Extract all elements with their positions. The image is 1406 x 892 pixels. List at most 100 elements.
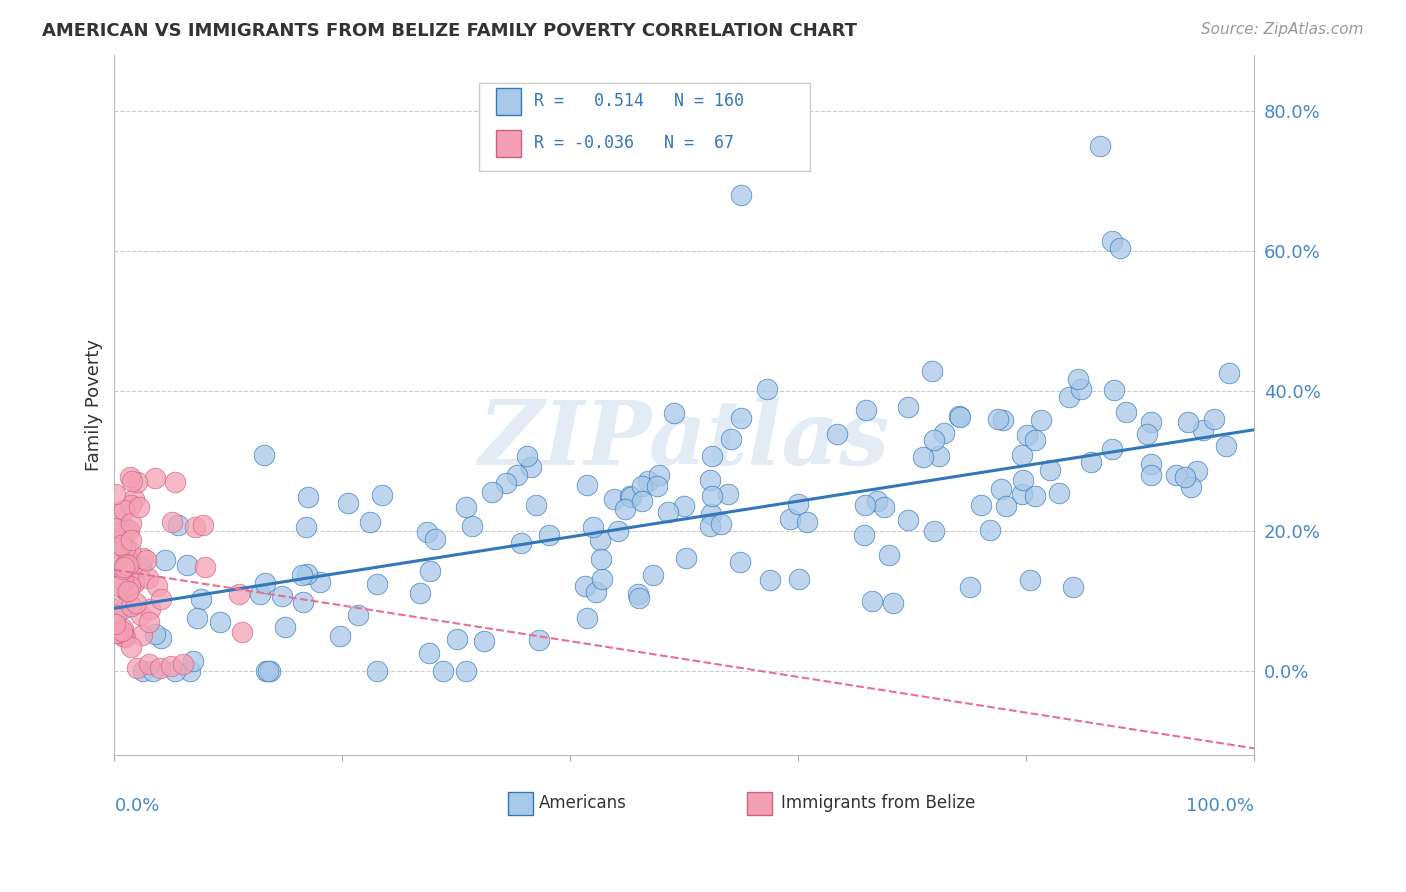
Point [603,492,626,507]
Point [425,532,447,546]
Point [118,543,141,558]
Point [619,491,641,505]
Point [104,487,127,501]
Point [728,555,751,569]
Point [979,523,1001,537]
Point [970,498,993,512]
Point [882,596,904,610]
Point [120,579,142,593]
Point [779,512,801,526]
Point [117,558,139,573]
Point [1218,366,1240,380]
Text: Immigrants from Belize: Immigrants from Belize [782,794,976,812]
Point [1011,474,1033,488]
Point [118,470,141,484]
Point [138,602,160,616]
Point [866,494,889,508]
Point [959,580,981,594]
Point [114,541,136,556]
Point [253,448,276,462]
Point [112,574,135,588]
Point [1090,139,1112,153]
Point [172,657,194,672]
Point [132,665,155,679]
Point [117,584,139,599]
Point [717,487,740,501]
Point [710,516,733,531]
Point [179,665,201,679]
Point [190,592,212,607]
Point [1180,480,1202,494]
Point [700,507,723,521]
Point [135,553,157,567]
FancyBboxPatch shape [479,83,810,170]
Point [111,539,134,553]
Point [366,665,388,679]
Point [120,516,142,531]
Point [186,611,208,625]
Point [1039,463,1062,477]
Point [114,521,136,535]
Point [1019,574,1042,588]
Point [146,579,169,593]
Point [143,627,166,641]
Point [1011,487,1033,501]
Point [911,450,934,465]
Point [254,576,277,591]
Point [796,515,818,529]
Point [416,524,439,539]
FancyBboxPatch shape [496,88,522,115]
Point [1101,442,1123,457]
Point [827,427,849,442]
Point [1024,434,1046,448]
Point [309,574,332,589]
Point [1080,455,1102,469]
Point [297,490,319,504]
Point [645,479,668,493]
Point [249,587,271,601]
Text: AMERICAN VS IMMIGRANTS FROM BELIZE FAMILY POVERTY CORRELATION CHART: AMERICAN VS IMMIGRANTS FROM BELIZE FAMIL… [42,22,858,40]
Point [419,564,441,578]
Point [730,188,752,202]
Point [520,459,543,474]
Point [619,489,641,503]
Point [259,665,281,679]
Point [120,555,142,569]
Point [582,520,605,534]
Point [127,661,149,675]
Point [647,468,669,483]
Point [160,658,183,673]
Point [1108,241,1130,255]
Point [112,600,135,615]
Point [122,492,145,507]
Point [155,553,177,567]
Point [128,500,150,514]
Point [853,498,876,512]
Point [1067,372,1090,386]
Point [872,500,894,514]
Point [589,533,612,548]
Point [510,536,533,550]
Point [291,568,314,582]
Point [112,559,135,574]
Point [105,559,128,574]
Point [132,551,155,566]
Point [128,571,150,585]
Point [1029,413,1052,427]
Point [1070,382,1092,396]
Text: 100.0%: 100.0% [1187,797,1254,815]
Point [111,622,134,636]
Text: Americans: Americans [538,794,626,812]
Point [628,591,651,605]
Point [446,632,468,647]
Point [111,599,134,614]
Point [1204,411,1226,425]
Point [949,409,972,424]
Point [129,559,152,574]
Point [120,499,142,513]
Point [631,493,654,508]
Text: R =   0.514   N = 160: R = 0.514 N = 160 [534,92,744,110]
Point [254,665,277,679]
Point [860,594,883,608]
Point [149,632,172,646]
